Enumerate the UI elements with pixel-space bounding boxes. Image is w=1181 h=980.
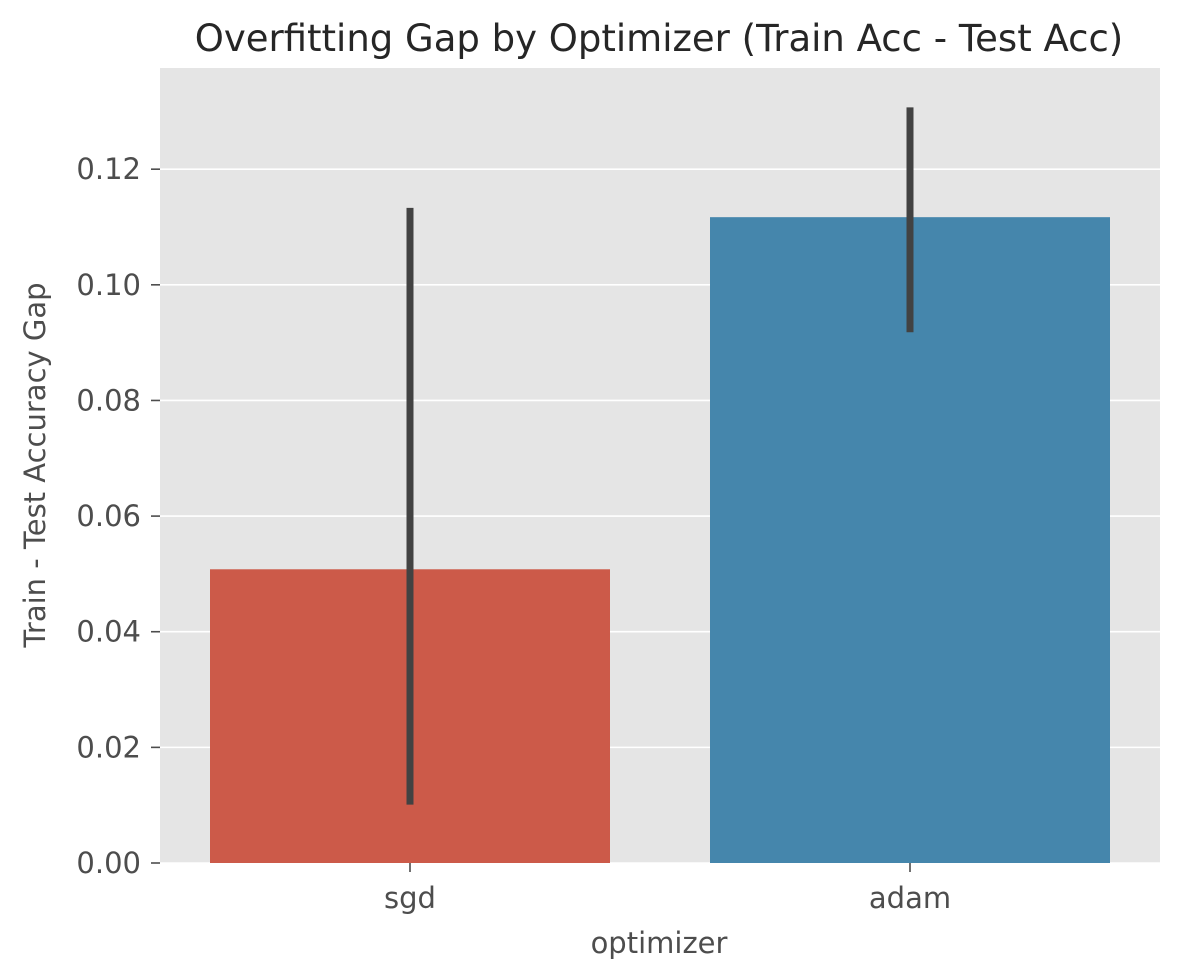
y-tick-label: 0.10 bbox=[76, 268, 141, 302]
y-axis-label: Train - Test Accuracy Gap bbox=[18, 282, 52, 648]
x-tick-label: adam bbox=[869, 881, 951, 915]
x-tick-label: sgd bbox=[384, 881, 436, 915]
y-tick-label: 0.04 bbox=[76, 615, 141, 649]
y-tick-label: 0.06 bbox=[76, 499, 141, 533]
error-bars bbox=[406, 107, 914, 805]
chart-title: Overfitting Gap by Optimizer (Train Acc … bbox=[195, 17, 1124, 60]
y-tick-label: 0.02 bbox=[76, 730, 141, 764]
y-tick-label: 0.12 bbox=[76, 152, 141, 186]
y-axis-ticks: 0.00 0.02 0.04 0.06 0.08 0.10 0.12 bbox=[76, 152, 160, 880]
x-axis-label: optimizer bbox=[591, 926, 728, 960]
x-axis-ticks: sgd adam bbox=[384, 863, 951, 915]
y-tick-label: 0.08 bbox=[76, 383, 141, 417]
y-tick-label: 0.00 bbox=[76, 846, 141, 880]
